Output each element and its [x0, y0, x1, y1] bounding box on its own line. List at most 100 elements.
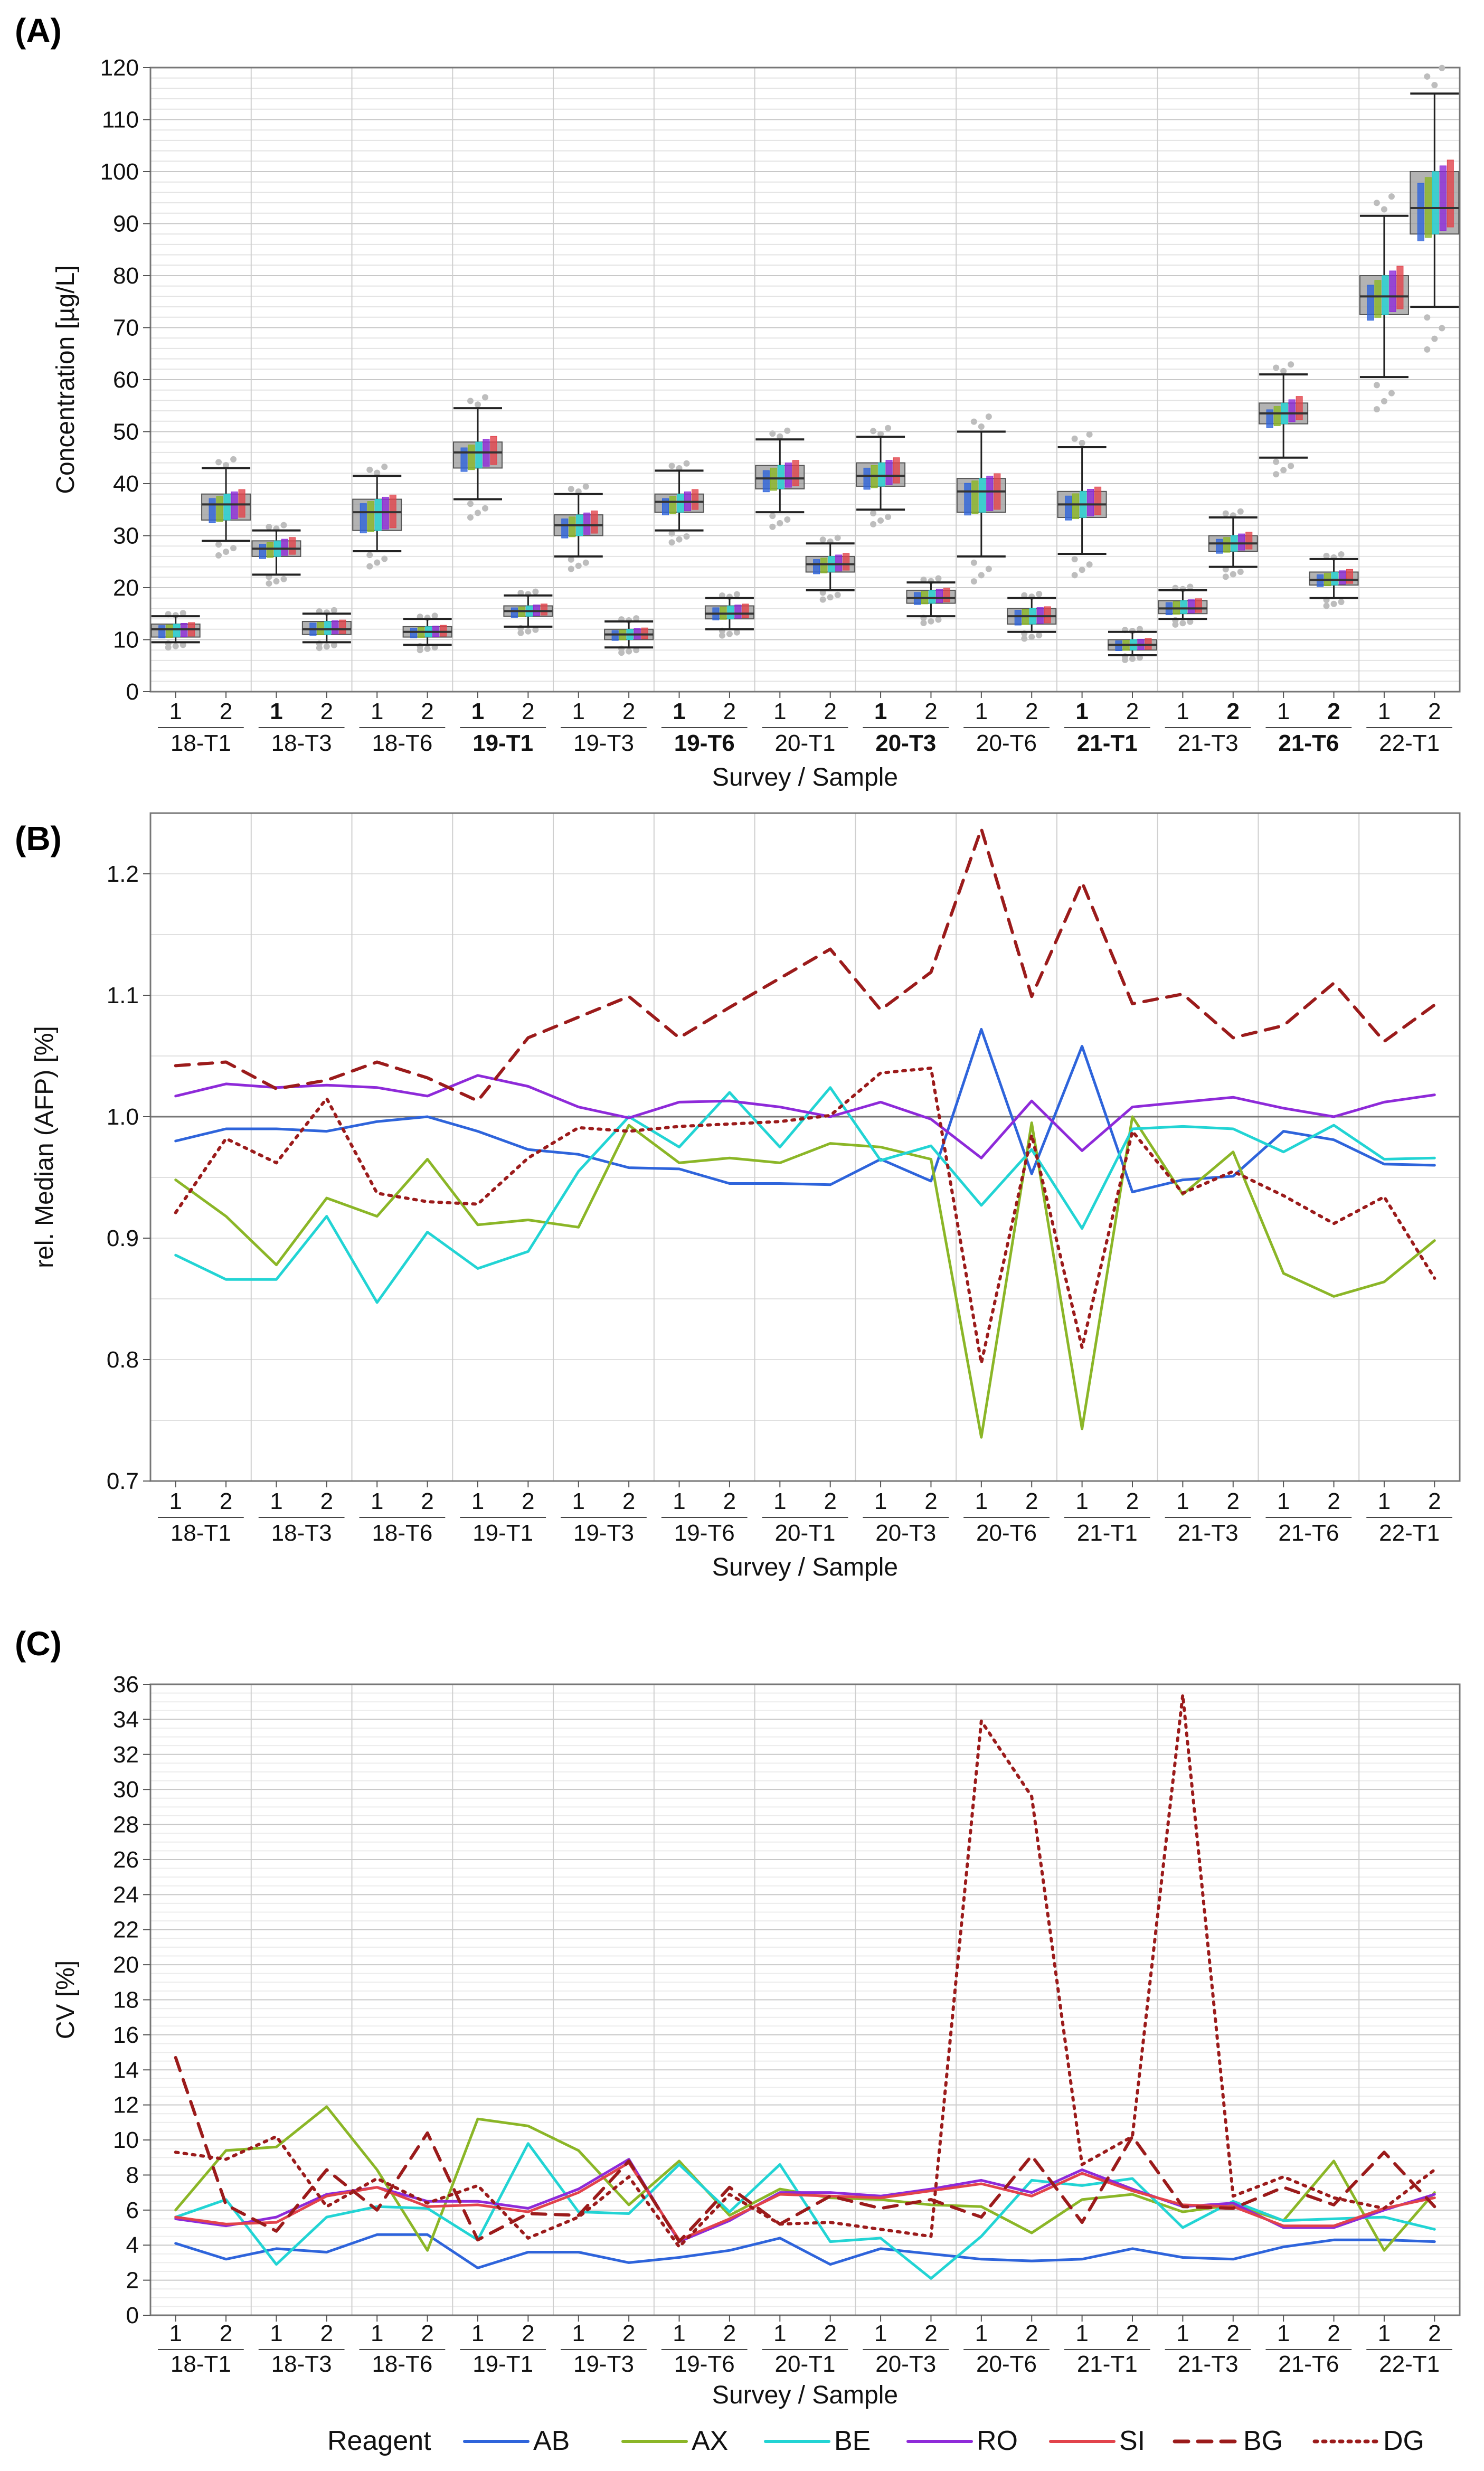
x-tick-label: 2 [522, 1488, 534, 1514]
outlier-point [568, 486, 574, 493]
x-group-label: 19-T1 [472, 1520, 533, 1546]
series-line-be [174, 1086, 1436, 1304]
y-tick-label: 0 [126, 2303, 139, 2328]
outlier-point [223, 461, 230, 468]
x-tick-label: 2 [1025, 2321, 1038, 2346]
outlier-point [1179, 620, 1186, 627]
y-tick-label: 110 [102, 107, 139, 133]
x-tick-label: 1 [673, 2321, 685, 2346]
outlier-point [819, 596, 826, 603]
box-reagent [971, 480, 979, 514]
x-group-label: 21-T6 [1278, 730, 1339, 756]
outlier-point [1338, 599, 1345, 606]
legend-label-bg: BG [1243, 2426, 1283, 2456]
x-group-label: 18-T6 [372, 730, 432, 756]
x-tick-label: 1 [371, 699, 383, 724]
outlier-point [1323, 552, 1330, 559]
y-tick-label: 10 [113, 627, 139, 653]
outlier-point [1288, 361, 1294, 368]
y-tick-label: 1.1 [107, 983, 139, 1008]
outlier-point [575, 562, 582, 569]
box-reagent [288, 537, 296, 555]
outlier-point [935, 616, 942, 623]
x-tick-label: 1 [1176, 1488, 1189, 1514]
y-tick-label: 4 [126, 2232, 139, 2258]
x-tick-label: 1 [1075, 2321, 1088, 2346]
box-reagent [1331, 571, 1339, 586]
series-line-dg [174, 1067, 1436, 1365]
outlier-point [467, 514, 474, 521]
outlier-point [1288, 463, 1294, 469]
legend-title: Reagent [327, 2426, 431, 2456]
box-reagent [641, 627, 648, 639]
outlier-point [323, 643, 330, 650]
y-tick-label: 50 [113, 419, 139, 445]
box-reagent [734, 605, 742, 619]
x-tick-label: 2 [824, 699, 836, 724]
box-reagent [511, 607, 518, 618]
box-reagent [669, 496, 677, 514]
outlier-point [978, 423, 985, 430]
x-tick-label: 2 [824, 1488, 836, 1514]
x-group-label: 21-T3 [1178, 2351, 1239, 2377]
box-reagent [742, 603, 749, 618]
x-axis-title: Survey / Sample [712, 1553, 898, 1581]
y-tick-label: 6 [126, 2198, 139, 2223]
box-reagent [332, 620, 339, 635]
box-reagent [777, 465, 784, 489]
x-group-label: 20-T3 [875, 1520, 936, 1546]
y-tick-label: 0.8 [107, 1347, 139, 1373]
box-reagent [374, 499, 382, 531]
x-tick-label: 2 [320, 2321, 333, 2346]
x-tick-label: 1 [572, 2321, 585, 2346]
box-reagent [863, 467, 871, 490]
legend-label-ro: RO [977, 2426, 1018, 2456]
box-reagent [1187, 599, 1195, 614]
outlier-point [777, 433, 783, 440]
x-group-label: 18-T6 [372, 2351, 432, 2377]
outlier-point [1021, 592, 1028, 599]
box-reagent [677, 494, 684, 513]
x-tick-label: 1 [874, 2321, 887, 2346]
box-reagent [979, 478, 986, 513]
outlier-point [1323, 602, 1330, 609]
outlier-point [920, 619, 927, 626]
x-tick-label: 1 [471, 2321, 484, 2346]
outlier-point [834, 591, 841, 598]
box-reagent [569, 516, 576, 537]
box-reagent [1216, 539, 1223, 554]
outlier-point [1028, 634, 1035, 640]
x-tick-label: 2 [723, 699, 736, 724]
outlier-point [467, 501, 474, 507]
x-tick-label: 1 [874, 699, 887, 724]
legend-label-dg: DG [1383, 2426, 1424, 2456]
x-tick-label: 1 [371, 1488, 383, 1514]
box-reagent [1417, 183, 1424, 241]
box-reagent [762, 470, 770, 493]
outlier-point [827, 594, 834, 601]
outlier-point [935, 575, 942, 582]
x-tick-label: 2 [320, 1488, 333, 1514]
x-tick-label: 1 [471, 699, 484, 724]
box-reagent [410, 628, 418, 638]
outlier-point [1036, 632, 1043, 639]
x-tick-label: 1 [1378, 1488, 1391, 1514]
box-reagent [1094, 486, 1102, 515]
outlier-point [769, 430, 776, 437]
box-reagent [216, 496, 223, 522]
x-tick-label: 1 [673, 699, 685, 724]
x-tick-label: 2 [622, 2321, 635, 2346]
x-group-label: 18-T3 [271, 2351, 332, 2377]
outlier-point [676, 536, 683, 543]
y-tick-label: 20 [113, 1952, 139, 1978]
outlier-point [1222, 573, 1229, 580]
x-tick-label: 2 [320, 699, 333, 724]
outlier-point [1137, 626, 1143, 633]
series-line-bg [174, 827, 1436, 1103]
outlier-point [1273, 458, 1280, 465]
x-axis-title: Survey / Sample [712, 763, 898, 791]
x-group-label: 20-T1 [775, 2351, 836, 2377]
outlier-point [179, 610, 186, 617]
x-tick-label: 2 [924, 699, 937, 724]
